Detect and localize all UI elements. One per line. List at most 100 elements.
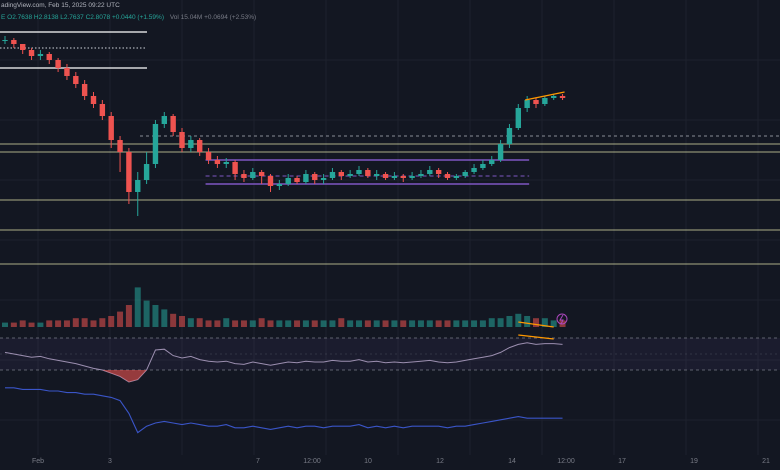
trend-rsi <box>518 334 554 340</box>
volume-bar-49 <box>435 320 442 327</box>
candle-body-16 <box>143 164 150 180</box>
candle-body-41 <box>365 170 371 176</box>
volume-bar-37 <box>329 320 336 327</box>
candle-body-32 <box>285 178 291 184</box>
x-tick-10: 21 <box>762 458 770 465</box>
candle-body-18 <box>161 116 167 124</box>
volume-bar-42 <box>373 320 380 327</box>
candle-body-14 <box>126 152 132 192</box>
candle-body-28 <box>250 172 256 178</box>
header-ohlc: E O2.7638 H2.8138 L2.7637 C2.8078 +0.044… <box>1 14 164 21</box>
x-tick-3: 12:00 <box>303 458 321 465</box>
x-tick-4: 10 <box>364 458 372 465</box>
volume-bar-13 <box>117 311 124 327</box>
candle-body-36 <box>320 178 327 180</box>
volume-bar-27 <box>240 320 247 327</box>
volume-bar-31 <box>276 320 283 327</box>
candle-body-15 <box>135 180 141 192</box>
volume-bar-6 <box>55 320 62 327</box>
candle-body-27 <box>241 174 247 178</box>
candle-body-4 <box>37 54 44 56</box>
candle-body-12 <box>108 116 114 140</box>
candle-body-58 <box>515 108 521 128</box>
candle-body-1 <box>11 40 17 44</box>
volume-bar-0 <box>2 322 8 327</box>
x-axis: Feb 3 7 12:00 10 12 14 12:00 17 19 21 <box>32 458 770 465</box>
candle-body-61 <box>542 98 548 104</box>
volume-bar-19 <box>170 313 177 327</box>
volume-bar-20 <box>179 316 185 327</box>
candle-body-59 <box>524 100 530 108</box>
candle-body-11 <box>99 104 106 116</box>
volume-bar-32 <box>285 320 292 327</box>
candle-body-10 <box>90 96 97 104</box>
alert-bolt-icon <box>559 314 564 325</box>
candle-body-62 <box>551 96 557 98</box>
candle-body-30 <box>267 176 274 186</box>
rsi-line <box>4 342 563 383</box>
candle-body-39 <box>347 174 353 176</box>
volume-bar-62 <box>550 320 557 327</box>
volume-bar-46 <box>409 320 416 327</box>
volume-bar-14 <box>125 305 132 327</box>
volume-bar-33 <box>294 320 301 327</box>
candle-body-3 <box>28 50 35 56</box>
volume-bar-4 <box>37 322 44 327</box>
alert-icon[interactable] <box>556 313 568 325</box>
candle-body-63 <box>559 96 566 98</box>
candle-body-47 <box>418 174 424 176</box>
candle-body-0 <box>2 40 8 41</box>
volume-bar-40 <box>356 320 362 327</box>
candle-body-7 <box>64 68 70 76</box>
header-volume: Vol 15.04M +0.0694 (+2.53%) <box>169 14 257 21</box>
volume-bar-7 <box>63 320 70 327</box>
volume-bar-24 <box>214 320 221 327</box>
candle-body-46 <box>409 176 415 178</box>
candle-body-40 <box>356 170 362 174</box>
candle-body-56 <box>497 144 504 160</box>
grid-lines <box>0 0 780 455</box>
candle-body-29 <box>258 172 265 176</box>
candle-body-2 <box>20 44 26 50</box>
volume-bar-25 <box>223 318 230 327</box>
x-tick-0: Feb <box>32 458 44 465</box>
candle-body-44 <box>391 176 398 178</box>
volume-bar-59 <box>524 316 531 327</box>
volume-bar-48 <box>426 320 433 327</box>
volume-bar-53 <box>471 320 478 327</box>
volume-bar-2 <box>19 320 26 327</box>
candle-body-13 <box>117 140 123 152</box>
volume-bar-61 <box>541 318 548 327</box>
volume-bar-16 <box>143 300 150 327</box>
volume-bar-18 <box>161 309 168 327</box>
volume-bar-5 <box>46 320 53 327</box>
volume-bar-1 <box>10 322 17 327</box>
volume-bar-45 <box>400 320 407 327</box>
candle-body-5 <box>46 54 52 60</box>
volume-bar-22 <box>196 318 203 327</box>
volume-bar-9 <box>81 318 88 327</box>
volume-bar-35 <box>311 320 318 327</box>
candle-body-31 <box>276 184 283 186</box>
candle-body-52 <box>462 172 468 176</box>
candle-body-51 <box>453 176 460 178</box>
candle-body-33 <box>294 178 300 182</box>
candle-body-53 <box>471 168 477 172</box>
volume-bar-11 <box>99 318 106 327</box>
volume-bar-23 <box>205 320 212 327</box>
rsi-panel <box>0 334 780 383</box>
volume-bar-39 <box>347 320 354 327</box>
volume-bar-60 <box>533 318 539 327</box>
lower-indicator-line <box>5 387 563 434</box>
volume-bar-44 <box>391 320 398 327</box>
candle-body-23 <box>205 152 212 160</box>
volume-bar-29 <box>258 318 265 327</box>
volume-bar-34 <box>302 320 309 327</box>
candle-body-17 <box>152 124 159 164</box>
x-tick-1: 3 <box>108 458 112 465</box>
candle-body-20 <box>179 132 185 148</box>
candlestick-series <box>2 36 566 216</box>
chart-header: adingView.com, Feb 15, 2025 09:22 UTC E … <box>0 0 260 21</box>
horizontal-levels <box>0 31 780 265</box>
